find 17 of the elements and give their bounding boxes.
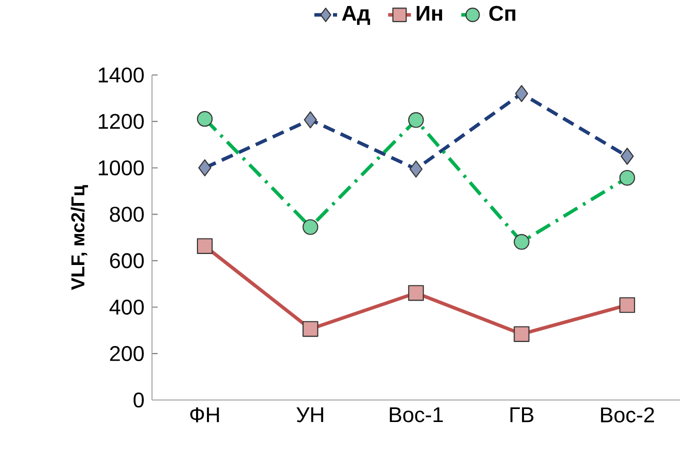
y-tick-label: 1200 <box>98 114 144 129</box>
y-tick-label: 1000 <box>98 160 144 176</box>
y-tick-label: 0 <box>134 392 144 408</box>
y-axis-title: VLF, мс2/Гц <box>70 185 88 290</box>
y-tick-label: 1400 <box>98 67 144 83</box>
legend-label: Ин <box>416 6 442 21</box>
x-tick-label: УН <box>296 407 324 422</box>
x-tick-label: ФН <box>190 407 219 422</box>
legend-label: Сп <box>489 6 516 21</box>
x-tick-label: ГВ <box>510 407 534 422</box>
y-tick-label: 400 <box>110 300 144 315</box>
legend-label: Ад <box>342 6 370 25</box>
y-tick-label: 600 <box>110 253 144 268</box>
x-tick-label: Вос-1 <box>390 407 443 422</box>
x-tick-label: Вос-2 <box>601 407 654 422</box>
y-tick-label: 200 <box>110 346 144 362</box>
y-tick-label: 800 <box>110 206 144 222</box>
